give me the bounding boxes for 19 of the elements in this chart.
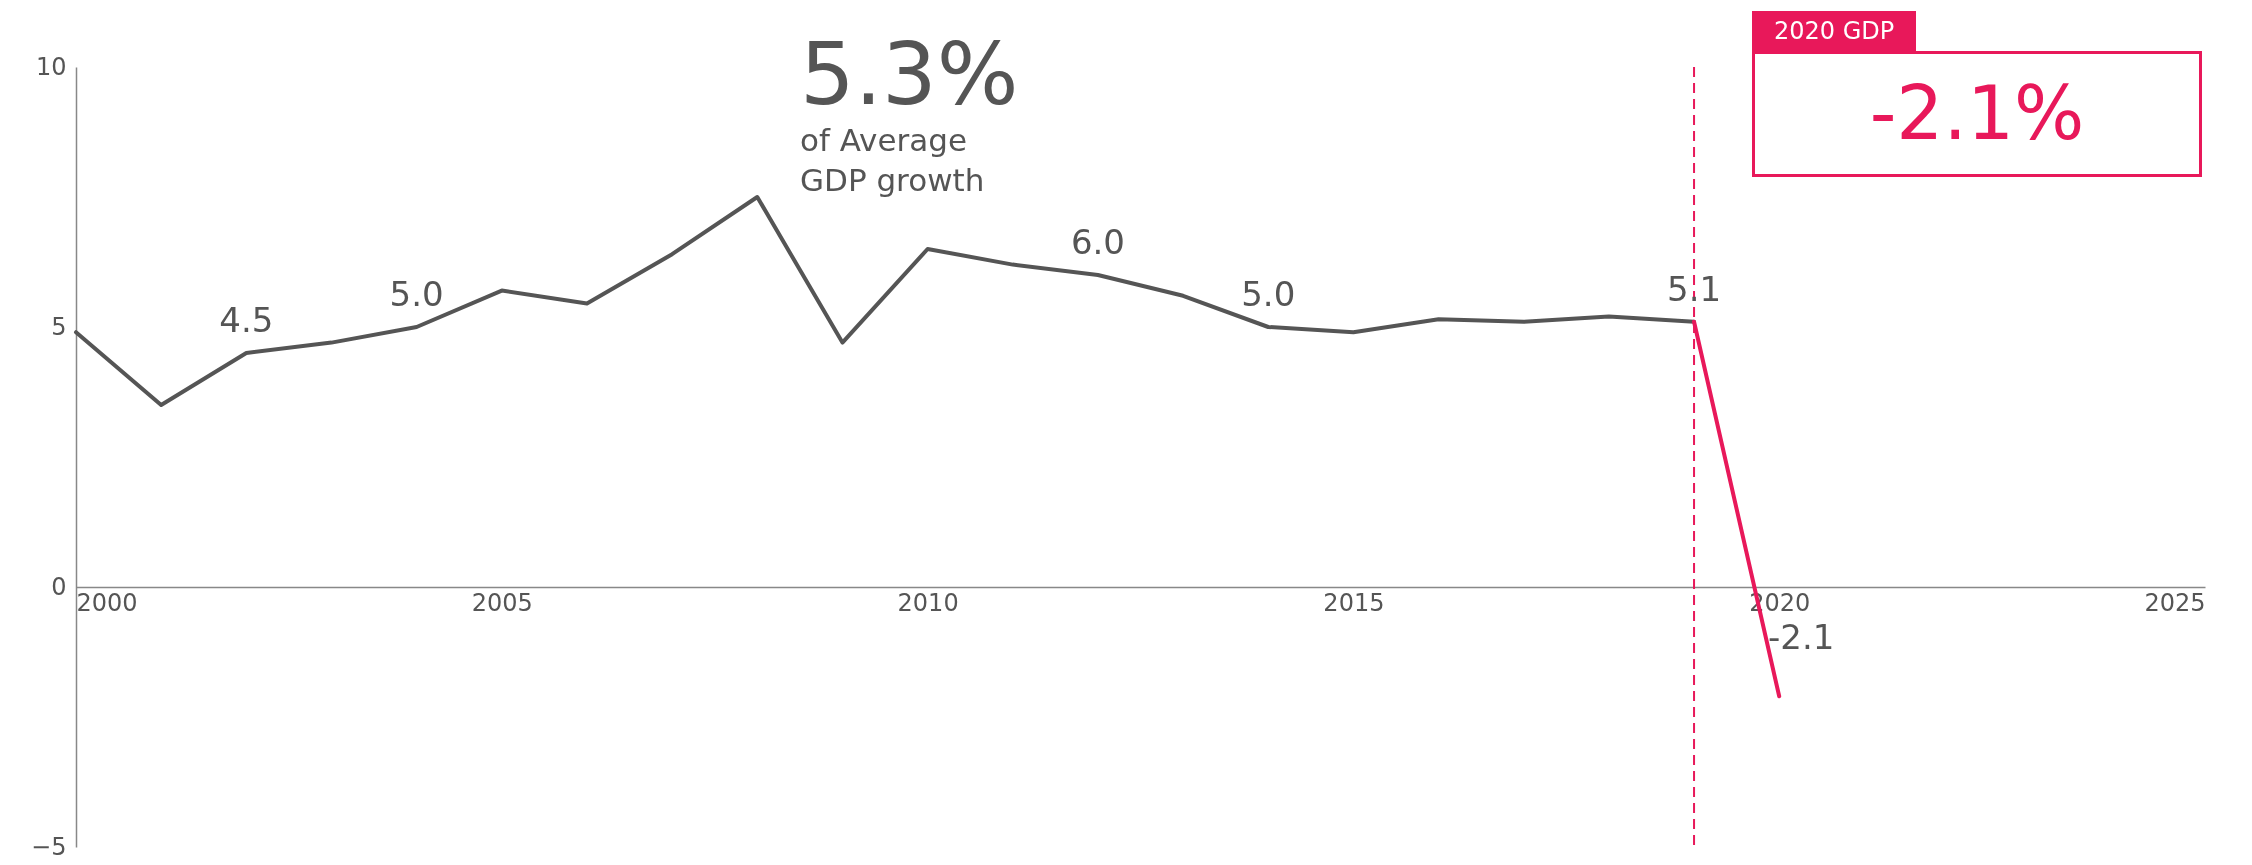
x-tick-label: 2015 bbox=[1323, 588, 1385, 617]
y-tick-label: −5 bbox=[31, 832, 67, 861]
annotation: of Average GDP growth bbox=[800, 121, 986, 200]
x-tick-label: 2010 bbox=[897, 588, 959, 617]
y-tick-label: 10 bbox=[35, 52, 67, 81]
x-tick-label: 2005 bbox=[471, 588, 533, 617]
data-label: 5.1 bbox=[1667, 268, 1722, 309]
annotation: -2.1% bbox=[1752, 51, 2202, 177]
y-tick-label: 0 bbox=[51, 572, 67, 601]
data-label: 5.0 bbox=[389, 274, 444, 314]
data-label: 4.5 bbox=[219, 300, 274, 340]
data-label: -2.1 bbox=[1768, 617, 1835, 658]
annotation: 5.3% bbox=[800, 24, 1020, 124]
y-tick-label: 5 bbox=[51, 312, 67, 341]
x-tick-label: 2025 bbox=[2144, 588, 2206, 617]
data-label: 6.0 bbox=[1070, 222, 1125, 262]
text: 2020 GDP bbox=[1752, 11, 1917, 51]
x-tick-label: 2000 bbox=[76, 588, 138, 617]
data-label: 5.0 bbox=[1241, 274, 1296, 314]
